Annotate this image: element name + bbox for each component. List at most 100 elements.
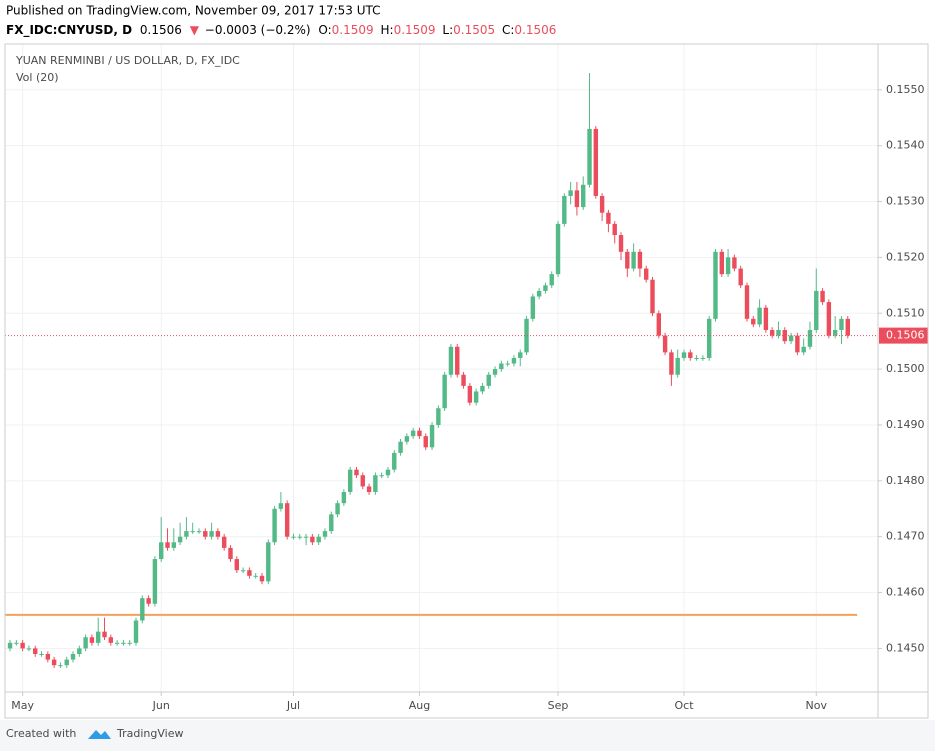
candle-body [278,503,284,509]
candle-body [694,357,699,359]
candle-body [398,441,403,453]
candle-body [77,648,82,655]
candle-body [549,274,554,286]
candle-body [530,296,536,319]
symbol: FX_IDC:CNYUSD, D [6,23,132,38]
open: 0.1509 [332,23,374,37]
y-tick-label: 0.1510 [886,306,925,319]
candle-body [58,665,63,667]
candle-body [203,531,208,537]
chart-title: YUAN RENMINBI / US DOLLAR, D, FX_IDC [15,54,240,67]
candle-body [64,659,69,666]
candle-body [732,257,737,269]
candle-body [152,559,158,604]
candle-body [410,430,416,437]
candle-body [738,268,743,286]
y-tick-label: 0.1540 [886,139,925,152]
candle-body [360,475,365,487]
candle-body [209,531,214,537]
candle-body [536,290,542,297]
candle-body [782,330,787,342]
candle-body [259,575,265,582]
candle-body [700,357,706,359]
candle-body [310,536,315,543]
candle-body [171,542,177,548]
chart-subtitle: Vol (20) [16,71,59,84]
candle-body [820,290,825,303]
candle-body [215,531,221,537]
candle-body [650,279,655,314]
candle-body [96,631,101,643]
last-price-label: 0.1506 [886,329,925,342]
candle-body [266,542,271,582]
candle-body [562,195,567,224]
last-price-box [879,327,928,344]
candle-body [461,374,466,386]
candle-body [524,318,529,353]
candle-body [845,318,850,336]
candle-body [272,508,277,543]
candle-body [656,313,662,336]
candle-body [417,430,422,437]
candle-body [121,642,126,644]
candle-body [347,469,353,493]
candle-body [26,648,32,650]
candle-body [316,536,321,543]
candle-body [448,346,454,375]
o-label: O: [318,23,331,37]
candle-body [492,369,498,375]
candle-body [423,436,428,448]
h-label: H: [381,23,394,37]
candle-body [379,475,384,477]
y-tick-label: 0.1550 [886,83,925,96]
y-tick-label: 0.1460 [886,586,925,599]
candle-body [675,357,680,375]
candle-body [637,251,643,269]
candle-body [51,659,57,666]
candle-body [505,363,510,365]
candle-body [297,536,302,538]
published: Published on TradingView.com, November 0… [6,4,381,18]
candle-body [335,503,340,515]
candle-body [688,352,693,358]
candle-body [706,318,712,358]
l-label: L: [442,23,453,37]
candle-body [392,452,397,470]
x-tick-label: Sep [548,699,569,712]
candle-body [606,212,611,224]
candle-body [757,307,762,325]
candle-body [725,257,731,275]
candle-body [303,536,309,538]
candle-body [253,575,258,577]
candle-body [776,330,781,336]
y-tick-label: 0.1500 [886,362,925,375]
candle-body [581,184,586,208]
candle-body [769,330,775,336]
candle-body [593,128,599,196]
candle-body [354,469,359,476]
candle-body [385,469,391,476]
y-tick-label: 0.1470 [886,530,925,543]
candle-body [165,542,170,548]
candle-body [662,335,668,353]
candle-body [618,235,624,252]
candle-body [486,374,491,386]
candle-body [341,492,347,504]
candle-body [196,531,202,533]
header-item: FX_IDC:CNYUSD, D 0.1506 ▼ −0.0003 (−0.2%… [6,23,556,38]
candle-body [373,475,378,493]
candle-body [795,335,800,353]
candle-body [159,542,164,560]
candle-body [329,514,334,532]
footer-brand[interactable]: TradingView [116,727,183,740]
candle-body [14,642,19,644]
candle-body [140,598,145,621]
candle-body [108,637,114,643]
footer [0,720,935,751]
candle-body [247,570,252,576]
y-tick-label: 0.1480 [886,474,925,487]
y-tick-label: 0.1520 [886,250,925,263]
candle-body [291,536,296,538]
candle-body [177,536,183,543]
